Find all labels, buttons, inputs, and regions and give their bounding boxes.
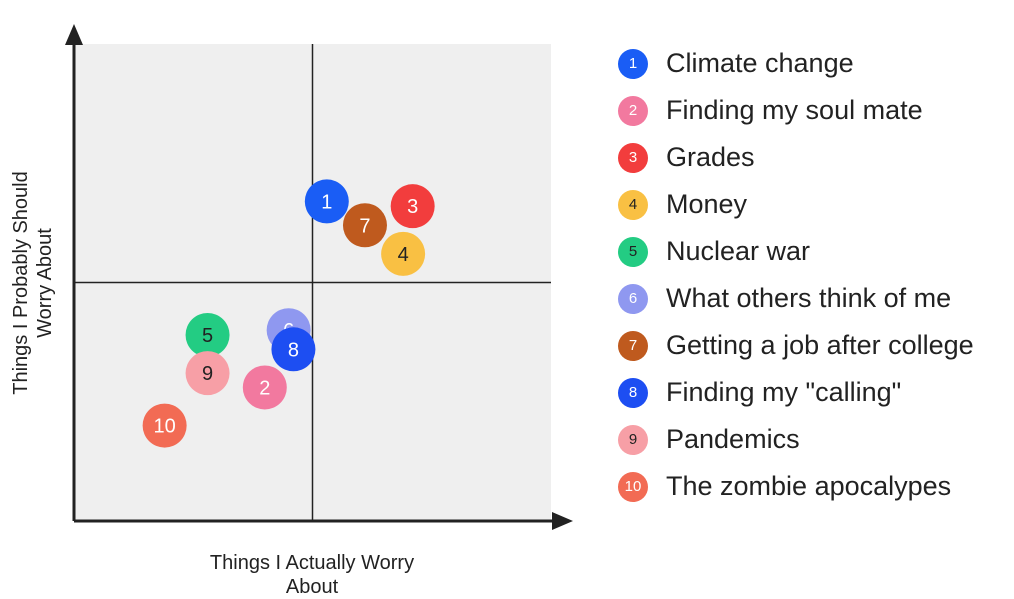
legend-marker: 5: [618, 236, 648, 267]
point-7: 7: [342, 203, 387, 248]
legend-marker: 1: [618, 48, 648, 79]
legend-label: Getting a job after college: [666, 330, 974, 360]
point-marker: [342, 203, 387, 248]
point-marker: [142, 403, 187, 448]
x-axis-title-line: About: [286, 576, 339, 598]
legend: 1 Climate change 2 Finding my soul mate 3 Gra…: [618, 40, 1010, 510]
x-axis-title: Things I Actually Worry About: [210, 552, 414, 598]
point-marker: [271, 327, 316, 372]
legend-item: 6 What others think of me: [618, 275, 1010, 322]
legend-item: 9 Pandemics: [618, 416, 1010, 463]
legend-item: 7 Getting a job after college: [618, 322, 1010, 369]
point-2: 2: [242, 365, 287, 410]
point-10: 10: [142, 403, 187, 448]
legend-label: Climate change: [666, 48, 854, 78]
y-axis-title-line: Worry About: [34, 228, 56, 338]
point-9: 9: [185, 351, 230, 396]
point-label: 2: [259, 377, 270, 399]
point-marker: [390, 184, 435, 229]
legend-label: The zombie apocalypes: [666, 471, 952, 501]
point-5: 5: [185, 312, 230, 357]
legend-item: 1 Climate change: [618, 40, 1010, 87]
legend-marker: 6: [618, 283, 648, 314]
point-marker: [185, 312, 230, 357]
chart: 12345678910 Things I Actually WorryAbout…: [10, 24, 573, 598]
point-1: 1: [304, 179, 349, 224]
legend-item: 8 Finding my "calling": [618, 369, 1010, 416]
legend-item: 10 The zombie apocalypes: [618, 463, 1010, 510]
point-8: 8: [271, 327, 316, 372]
point-label: 5: [202, 325, 213, 347]
point-marker: [242, 365, 287, 410]
legend-label: What others think of me: [666, 283, 952, 313]
y-axis-title-line: Things I Probably Should: [10, 171, 32, 394]
point-label: 9: [202, 363, 213, 385]
legend-label: Grades: [666, 142, 755, 172]
legend-label: Finding my "calling": [666, 377, 902, 407]
x-axis-title-line: Things I Actually Worry: [210, 552, 414, 574]
point-label: 3: [407, 196, 418, 218]
legend-item: 5 Nuclear war: [618, 228, 1010, 275]
legend-label: Pandemics: [666, 424, 800, 454]
point-marker: [381, 231, 426, 276]
point-label: 1: [321, 191, 332, 213]
point-4: 4: [381, 231, 426, 276]
legend-marker: 9: [618, 424, 648, 455]
legend-marker: 10: [618, 471, 648, 502]
point-3: 3: [390, 184, 435, 229]
x-axis-arrow: [552, 512, 573, 530]
legend-item: 2 Finding my soul mate: [618, 87, 1010, 134]
legend-marker: 2: [618, 95, 648, 126]
y-axis-arrow: [65, 24, 83, 45]
legend-marker: 7: [618, 330, 648, 361]
legend-marker: 3: [618, 142, 648, 173]
legend-label: Money: [666, 189, 748, 219]
point-label: 4: [398, 244, 409, 266]
point-marker: [304, 179, 349, 224]
legend-item: 4 Money: [618, 181, 1010, 228]
legend-label: Finding my soul mate: [666, 95, 923, 125]
legend-item: 3 Grades: [618, 134, 1010, 181]
point-label: 10: [154, 416, 176, 438]
legend-marker: 8: [618, 377, 648, 408]
point-label: 7: [359, 215, 370, 237]
point-label: 8: [288, 339, 299, 361]
legend-marker: 4: [618, 189, 648, 220]
legend-label: Nuclear war: [666, 236, 811, 266]
point-marker: [185, 351, 230, 396]
